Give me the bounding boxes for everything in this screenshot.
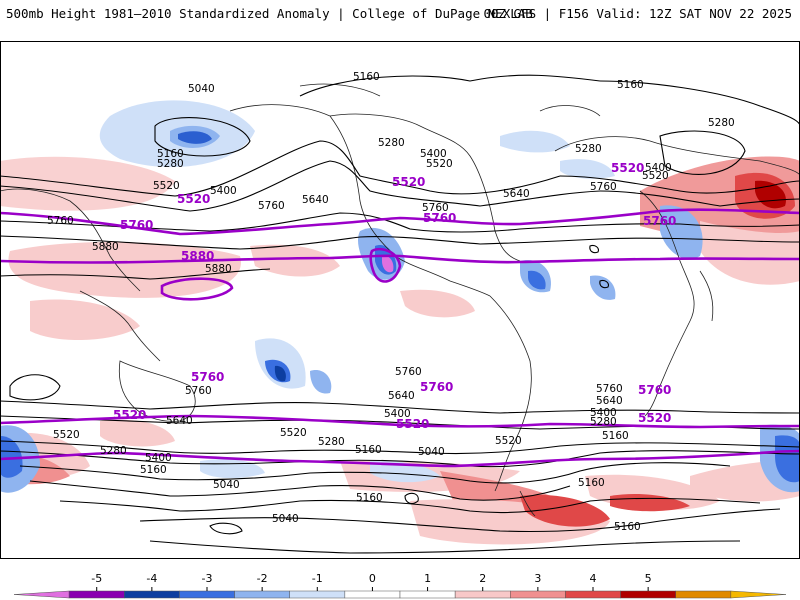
label-5520-s-w: 5520	[53, 429, 80, 441]
colorbar-segment	[730, 590, 787, 599]
label-5160-s-pac: 5160	[355, 444, 382, 456]
label-5400-s-atl: 5400	[590, 407, 617, 419]
map-title: 500mb Height 1981–2010 Standardized Anom…	[6, 6, 533, 21]
colorbar-tick-label: 3	[534, 572, 541, 585]
label-5760-na: 5760	[422, 202, 449, 214]
label-p5760-sw: 5760	[191, 370, 224, 384]
label-5400-eu: 5400	[645, 162, 672, 174]
label-5760-pac: 5760	[258, 200, 285, 212]
label-5280-pac: 5280	[157, 158, 184, 170]
colorbar-segments	[13, 590, 787, 599]
label-5160-ne: 5160	[617, 79, 644, 91]
label-5040-s-pac: 5040	[418, 446, 445, 458]
colorbar-tick-label: 2	[479, 572, 486, 585]
label-5280-s-atl: 5280	[590, 416, 617, 428]
colorbar-segment	[399, 590, 456, 599]
label-5520-pac: 5520	[153, 180, 180, 192]
anomaly-map: 5040 5160 5160 5280 5280 5520 5400 5160 …	[0, 41, 800, 559]
label-5160-pac: 5160	[157, 148, 184, 160]
label-5040-s-bot: 5040	[272, 513, 299, 525]
label-5160-s-atl: 5160	[602, 430, 629, 442]
colorbar-segment	[510, 590, 566, 599]
colorbar-segment	[454, 590, 511, 599]
negative-anomalies	[0, 100, 800, 493]
label-5160-s-bot: 5160	[614, 521, 641, 533]
label-5160-n: 5160	[353, 71, 380, 83]
label-5160-s-io: 5160	[578, 477, 605, 489]
label-5280-ne: 5280	[708, 117, 735, 129]
label-5640-s-atl: 5640	[596, 395, 623, 407]
label-5640-s-pac: 5640	[388, 390, 415, 402]
label-5760-asia: 5760	[47, 215, 74, 227]
label-5520-eu: 5520	[642, 170, 669, 182]
label-p5520-na: 5520	[392, 175, 425, 189]
label-5400-pac: 5400	[210, 185, 237, 197]
model-run-info: 00Z GFS | F156 Valid: 12Z SAT NOV 22 202…	[483, 6, 792, 21]
colorbar-segment	[234, 590, 290, 599]
highlight-contours	[0, 208, 800, 468]
label-5760-s-atl: 5760	[596, 383, 623, 395]
label-5520-s-atl: 5520	[495, 435, 522, 447]
colorbar-tick-label: 0	[369, 572, 376, 585]
colorbar-tick-label: -1	[312, 572, 323, 585]
label-5640-pac: 5640	[302, 194, 329, 206]
colorbar-segment	[179, 590, 235, 599]
label-5400-s-pac: 5400	[384, 408, 411, 420]
colorbar-ticks: -5 -4 -3 -2 -1 0 1 2 3 4 5	[91, 572, 652, 591]
label-5880-asia: 5880	[92, 241, 119, 253]
label-5280-s-w: 5280	[100, 445, 127, 457]
label-p5520-w: 5520	[177, 192, 210, 206]
label-p5520-se: 5520	[638, 411, 671, 425]
label-5160-s-w: 5160	[140, 464, 167, 476]
label-p5520-e: 5520	[611, 161, 644, 175]
label-5280-na: 5280	[378, 137, 405, 149]
colorbar-segment	[289, 590, 346, 599]
colorbar-tick-label: 4	[590, 572, 597, 585]
label-p5760-sm: 5760	[420, 380, 453, 394]
label-p5760-e: 5760	[643, 214, 676, 228]
label-p5520-sm: 5520	[396, 417, 429, 431]
colorbar: -5 -4 -3 -2 -1 0 1 2 3 4 5	[13, 572, 787, 599]
label-5280-s-pac: 5280	[318, 436, 345, 448]
label-5760-atl: 5760	[590, 181, 617, 193]
colorbar-segment	[675, 590, 732, 599]
colorbar-segment	[565, 590, 621, 599]
colorbar-segment	[620, 590, 676, 599]
label-p5760-na: 5760	[423, 211, 456, 225]
label-5040-npac: 5040	[188, 83, 215, 95]
colorbar-tick-label: -4	[146, 572, 157, 585]
label-p5520-sw: 5520	[113, 408, 146, 422]
label-5280-eu: 5280	[575, 143, 602, 155]
label-5760-s-pac: 5760	[395, 366, 422, 378]
label-p5760-w: 5760	[120, 218, 153, 232]
colorbar-tick-label: 1	[424, 572, 431, 585]
colorbar-tick-label: 5	[645, 572, 652, 585]
highlight-labels: 5520 5760 5880 5520 5760 5520 5760 5760 …	[113, 161, 676, 431]
colorbar-segment	[344, 590, 401, 599]
label-5400-s-w: 5400	[145, 452, 172, 464]
label-p5880: 5880	[181, 249, 214, 263]
label-5760-s-w: 5760	[185, 385, 212, 397]
colorbar-tick-label: -3	[202, 572, 213, 585]
contour-labels: 5040 5160 5160 5280 5280 5520 5400 5160 …	[47, 71, 735, 533]
label-5160-s-mid: 5160	[356, 492, 383, 504]
label-5040-s-w: 5040	[213, 479, 240, 491]
colorbar-tick-label: -5	[91, 572, 102, 585]
label-5640-na: 5640	[503, 188, 530, 200]
label-5400-na: 5400	[420, 148, 447, 160]
label-p5760-se: 5760	[638, 383, 671, 397]
label-5880-pac: 5880	[205, 263, 232, 275]
label-5520-na: 5520	[426, 158, 453, 170]
colorbar-segment	[68, 590, 125, 599]
colorbar-segment	[13, 590, 70, 599]
colorbar-segment	[124, 590, 180, 599]
label-5520-s-pac: 5520	[280, 427, 307, 439]
colorbar-tick-label: -2	[257, 572, 268, 585]
label-5640-s-w: 5640	[166, 415, 193, 427]
